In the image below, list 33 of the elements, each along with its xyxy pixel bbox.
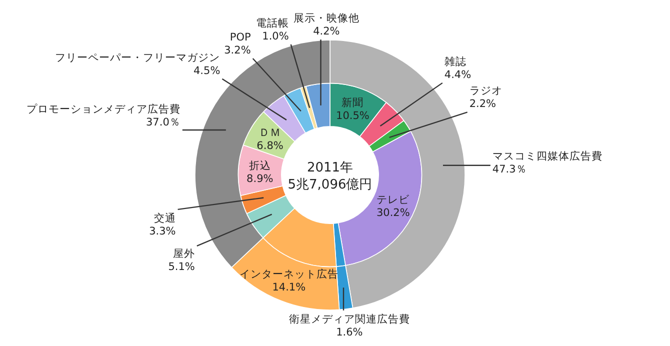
- data-label: 3.2%: [224, 44, 251, 57]
- data-label: 3.3%: [149, 225, 176, 238]
- data-label: 37.0％: [146, 116, 180, 129]
- text: 2011年: [306, 160, 354, 176]
- data-label: 47.3％: [492, 164, 527, 176]
- data-label: 8.9%: [246, 172, 274, 185]
- data-label: 2.2%: [469, 98, 496, 110]
- slice-label: 雑誌: [444, 54, 466, 68]
- data-label: 1.0%: [262, 30, 289, 42]
- data-label: 1.6%: [336, 326, 363, 338]
- slice-label: 衛星メディア関連広告費: [288, 312, 410, 326]
- slice-label: ＤＭ: [259, 127, 282, 140]
- text: 5兆7,096億円: [288, 178, 372, 192]
- slice-label: POP: [230, 32, 251, 44]
- slice-label: テレビ: [376, 194, 411, 206]
- slice-label: 屋外: [172, 248, 195, 260]
- data-label: 6.8%: [256, 140, 284, 152]
- slice-label: 新聞: [342, 96, 364, 110]
- data-label: 30.2%: [376, 207, 410, 220]
- slice-label: 交通: [154, 211, 176, 224]
- slice-label: ラジオ: [469, 85, 502, 98]
- data-label: 10.5%: [336, 110, 370, 122]
- slice-label: 展示・映像他: [293, 12, 360, 25]
- data-label: 4.4%: [444, 68, 472, 81]
- slice-label: プロモーションメディア広告費: [26, 102, 180, 116]
- data-label: 4.2%: [313, 26, 340, 38]
- slice-label: フリーペーパー・フリーマガジン: [55, 52, 220, 64]
- slice-label: マスコミ四媒体広告費: [492, 150, 602, 163]
- slice-label: 電話帳: [256, 16, 289, 30]
- slice-label: 折込: [248, 158, 271, 172]
- data-label: 4.5%: [194, 64, 220, 77]
- data-label: 5.1%: [168, 260, 195, 273]
- data-label: 14.1%: [272, 281, 306, 294]
